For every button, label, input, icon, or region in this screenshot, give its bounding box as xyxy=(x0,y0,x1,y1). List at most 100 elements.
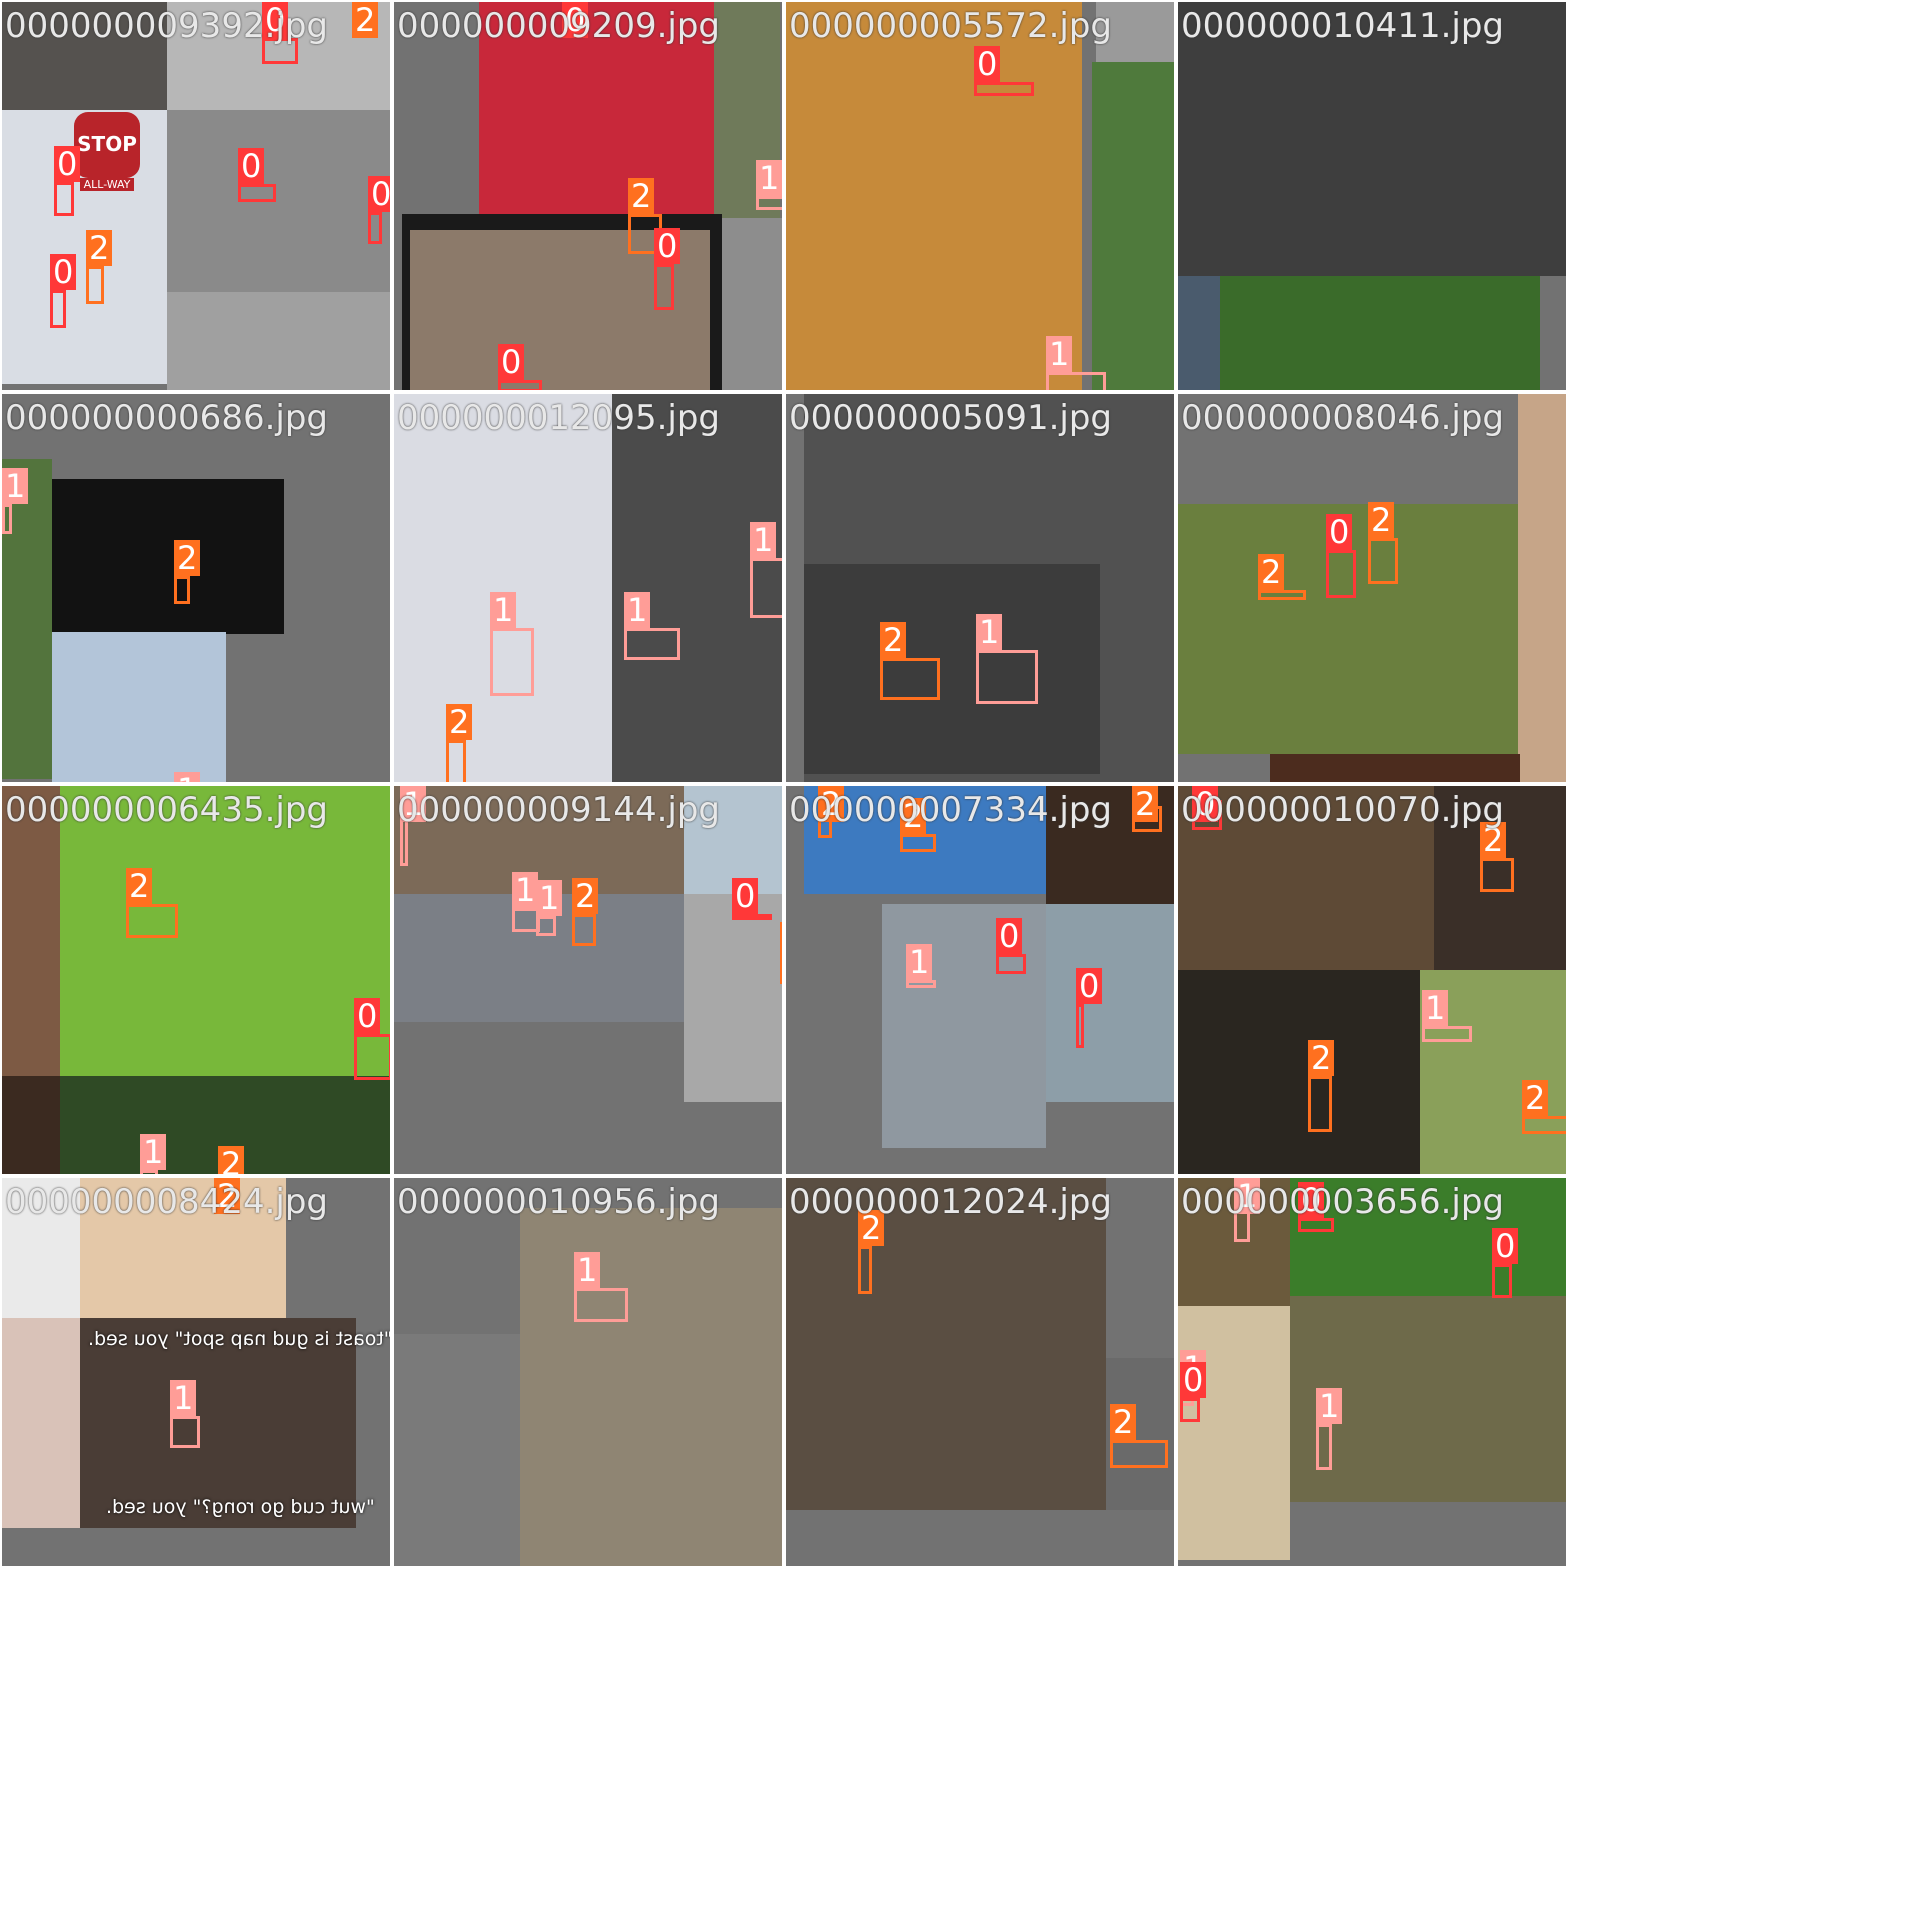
bounding-box xyxy=(996,954,1026,974)
mosaic-photo xyxy=(394,1334,520,1566)
mosaic-photo xyxy=(786,1178,1106,1510)
class-label: 0 xyxy=(1180,1362,1207,1398)
class-label: 0 xyxy=(354,998,381,1034)
bounding-box xyxy=(174,576,190,604)
bounding-box xyxy=(780,958,782,984)
mosaic-tile: 0 1 000000005572.jpg xyxy=(786,2,1174,390)
class-label: 1 xyxy=(574,1252,601,1288)
bounding-box xyxy=(1298,1218,1334,1232)
class-label: 1 xyxy=(174,772,201,782)
mosaic-photo xyxy=(2,2,167,110)
mosaic-photo xyxy=(786,2,1082,390)
bounding-box xyxy=(140,1170,158,1174)
class-label: 1 xyxy=(512,872,539,908)
class-label: 0 xyxy=(1298,1182,1325,1218)
class-label: 2 xyxy=(1132,786,1159,822)
bounding-box xyxy=(54,182,74,216)
class-label: 1 xyxy=(756,160,782,196)
bounding-box xyxy=(536,916,556,936)
bounding-box xyxy=(368,212,382,244)
mosaic-tile: 2 1 000000005091.jpg xyxy=(786,394,1174,782)
bounding-box xyxy=(574,1288,628,1322)
class-label: 0 xyxy=(974,46,1001,82)
mosaic-photo xyxy=(722,218,782,390)
class-label: 2 xyxy=(1368,502,1395,538)
bounding-box xyxy=(262,38,298,64)
mosaic-photo xyxy=(2,1076,60,1174)
bounding-box xyxy=(1076,1004,1084,1048)
tile-filename: 000000008046.jpg xyxy=(1181,398,1504,438)
bounding-box xyxy=(446,740,466,782)
class-label: 2 xyxy=(174,540,201,576)
bounding-box xyxy=(170,1416,200,1448)
class-label: 0 xyxy=(1192,786,1219,822)
class-label: 1 xyxy=(906,944,933,980)
mosaic-tile: 100101000000003656.jpg xyxy=(1178,1178,1566,1566)
meme-caption-top: "toast is gud nap spot" you sed. xyxy=(88,1328,390,1350)
bounding-box xyxy=(2,504,12,534)
bounding-box xyxy=(238,184,276,202)
bounding-box xyxy=(1258,590,1306,600)
class-label: 2 xyxy=(1308,1040,1335,1076)
bounding-box xyxy=(50,290,66,328)
class-label: 1 xyxy=(536,880,563,916)
bounding-box xyxy=(906,980,936,988)
tile-filename: 000000009144.jpg xyxy=(397,790,720,830)
class-label: 2 xyxy=(880,622,907,658)
tile-filename: 000000000686.jpg xyxy=(5,398,328,438)
tile-filename: 000000012095.jpg xyxy=(397,398,720,438)
class-label: 2 xyxy=(628,178,655,214)
mosaic-tile: 111202000000009144.jpg xyxy=(394,786,782,1174)
mosaic-tile: 2000000010411.jpg xyxy=(1178,2,1566,390)
bounding-box xyxy=(756,196,782,210)
class-label: 2 xyxy=(352,2,379,38)
tile-filename: 000000010070.jpg xyxy=(1181,790,1504,830)
class-label: 2 xyxy=(780,922,782,958)
class-label: 1 xyxy=(1234,1178,1261,1214)
tile-filename: 000000010411.jpg xyxy=(1181,6,1504,46)
class-label: 2 xyxy=(858,1210,885,1246)
mosaic-photo xyxy=(1220,276,1540,390)
mosaic-photo xyxy=(684,786,782,894)
bounding-box xyxy=(354,1034,390,1080)
mosaic-tile: 1 000000010956.jpg xyxy=(394,1178,782,1566)
class-label: 0 xyxy=(262,2,289,38)
class-label: 1 xyxy=(1046,336,1073,372)
class-label: 1 xyxy=(490,592,517,628)
bounding-box xyxy=(1522,1116,1566,1134)
mosaic-photo xyxy=(1178,1306,1290,1560)
class-label: 1 xyxy=(750,522,777,558)
class-label: 0 xyxy=(50,254,77,290)
mosaic-photo xyxy=(479,2,714,218)
mosaic-tile: 0 2 1 2 2 000000010070.jpg xyxy=(1178,786,1566,1174)
bounding-box xyxy=(1110,1440,1168,1468)
mosaic-photo xyxy=(1518,394,1566,782)
class-label: 0 xyxy=(368,176,390,212)
class-label: 0 xyxy=(238,148,265,184)
tile-filename: 000000009209.jpg xyxy=(397,6,720,46)
class-label: 2 xyxy=(1480,822,1507,858)
mosaic-photo xyxy=(52,479,284,634)
meme-caption-bottom: "wut cud go rong?" you sed. xyxy=(106,1496,375,1518)
mosaic-photo xyxy=(612,394,782,782)
mosaic-tile: 0 2 0 0 1 000000009209.jpg xyxy=(394,2,782,390)
bounding-box xyxy=(1492,1264,1512,1298)
mosaic-photo xyxy=(80,1178,286,1318)
tile-filename: 000000005091.jpg xyxy=(789,398,1112,438)
mosaic-photo xyxy=(60,786,390,1076)
mosaic-tile: 1 2 1 000000000686.jpg xyxy=(2,394,390,782)
mosaic-photo xyxy=(804,564,1100,774)
bounding-box xyxy=(858,1246,872,1294)
class-label: 1 xyxy=(976,614,1003,650)
mosaic-tile: 0 2 0 2 0 0 0 000000009392.jpg STOP ALL-WAY xyxy=(2,2,390,390)
mosaic-photo xyxy=(520,1208,782,1566)
bounding-box xyxy=(974,82,1034,96)
class-label: 1 xyxy=(1422,990,1449,1026)
tile-filename: 000000008424.jpg xyxy=(5,1182,328,1222)
mosaic-tile: 2 0 1 2 000000006435.jpg xyxy=(2,786,390,1174)
class-label: 0 xyxy=(1326,514,1353,550)
mosaic-photo xyxy=(1096,2,1174,62)
bounding-box xyxy=(976,650,1038,704)
bounding-box xyxy=(1046,372,1106,390)
